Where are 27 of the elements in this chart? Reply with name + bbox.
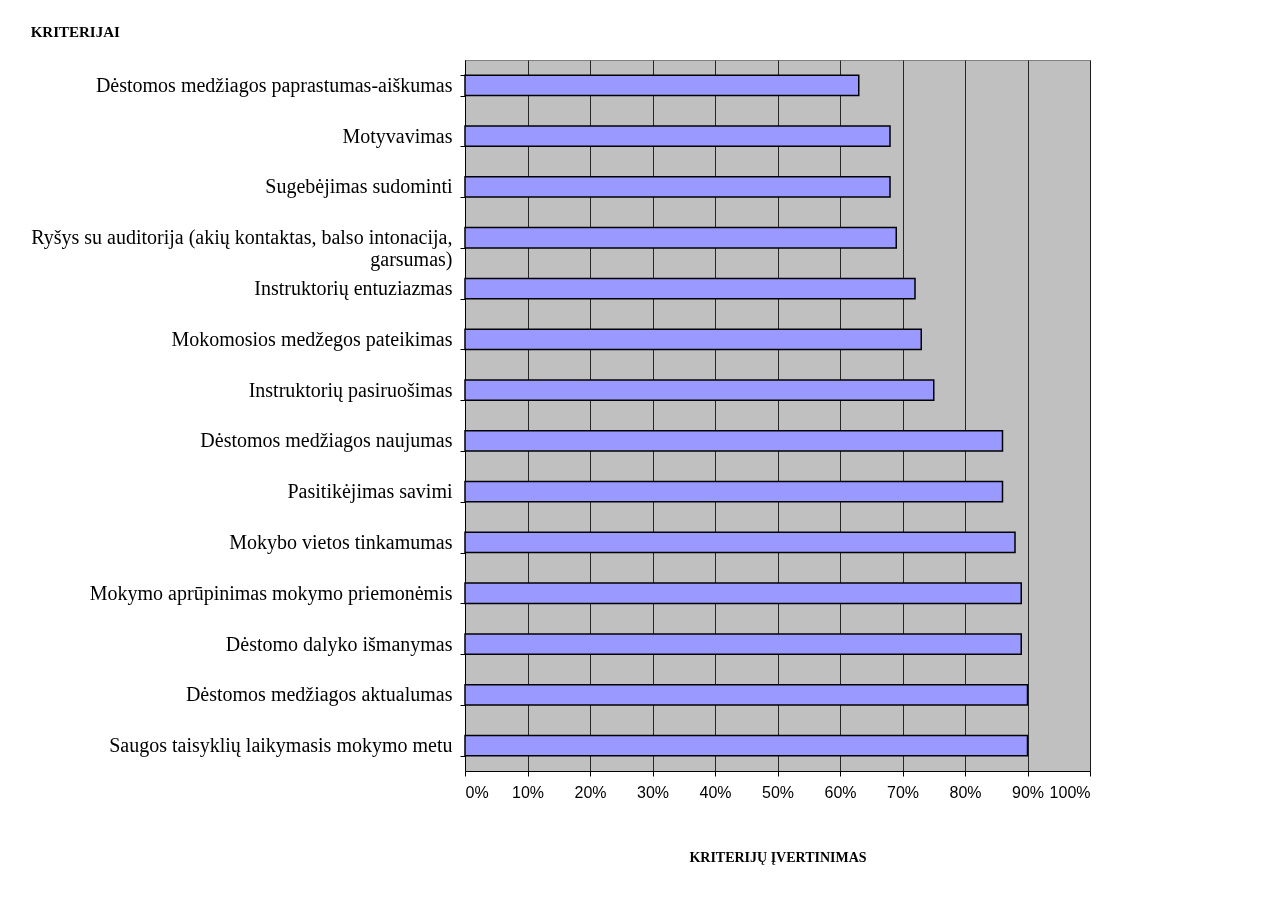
text: KRITERIJAI [30,24,120,40]
y-tick-label: Pasitikėjimas savimi [287,480,453,504]
x-tick-label: 30% [636,783,670,801]
y-tick-label: Mokybo vietos tinkamumas [229,530,453,554]
x-axis-title: KRITERIJŲ ĮVERTINIMAS [689,849,867,865]
x-tick-label: 100% [1049,783,1091,801]
y-tick-label: Saugos taisyklių laikymasis mokymo metu [109,734,453,758]
x-tick-label: 10% [511,783,545,801]
y-tick-label: Dėstomo dalyko išmanymas [225,632,453,656]
x-tick-label: 0% [465,783,489,801]
y-tick-label: Sugebėjimas sudominti [265,175,453,199]
y-tick-label: Instruktorių entuziazmas [254,277,453,301]
x-tick-label: 70% [886,783,920,801]
y-tick-label: Dėstomos medžiagos aktualumas [185,683,453,707]
x-tick-label: 50% [761,783,795,801]
x-tick-label: 20% [574,783,607,801]
y-tick-label: Mokymo aprūpinimas mokymo priemonėmis [89,581,453,605]
y-tick-label: Instruktorių pasiruošimas [248,378,453,402]
x-tick-label: 90% [1011,783,1045,801]
y-tick-label: Dėstomos medžiagos naujumas [200,429,453,453]
y-tick-label: Motyvavimas [342,124,453,148]
y-tick-label: Ryšys su auditorija (akių kontaktas, balso intonacija, garsumas) [31,226,453,272]
y-tick-label: Mokomosios medžegos pateikimas [171,327,453,351]
x-tick-label: 40% [699,783,732,801]
x-tick-label: 80% [949,783,982,801]
x-tick-label: 60% [824,783,857,801]
y-tick-label: Dėstomos medžiagos paprastumas-aiškumas [95,73,453,97]
